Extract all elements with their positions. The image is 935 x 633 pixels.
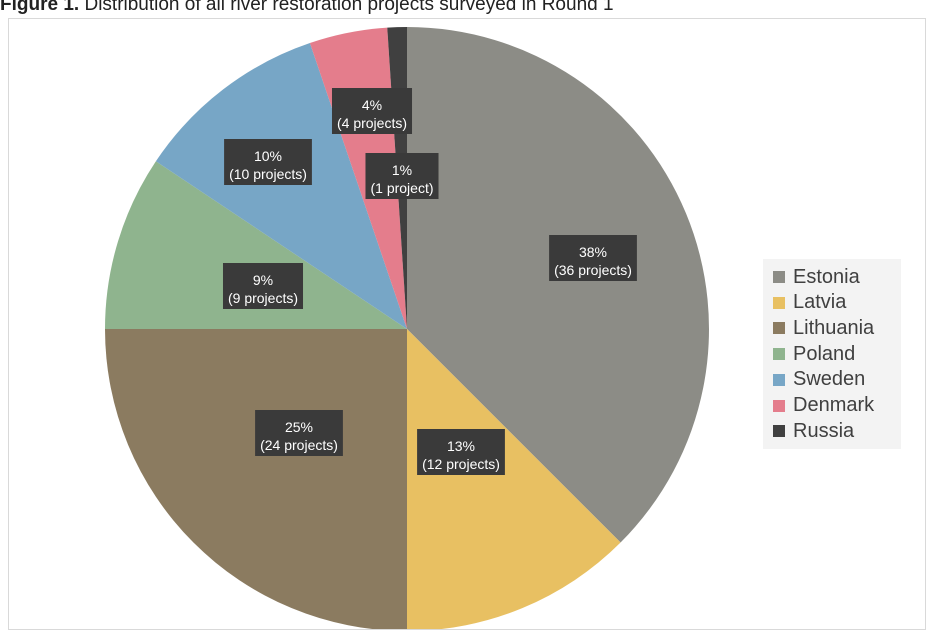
pie-chart: 38% (36 projects) 13% (12 projects) 25% (24 p… (105, 27, 709, 629)
data-label-lithuania: 25% (24 projects) (255, 410, 343, 456)
data-label-estonia: 38% (36 projects) (549, 235, 637, 281)
chart-legend: Estonia Latvia Lithuania Poland Sweden Denmar… (763, 259, 901, 449)
legend-swatch (773, 271, 785, 283)
legend-label: Estonia (793, 265, 860, 288)
data-label-background (331, 88, 413, 134)
legend-label: Poland (793, 342, 856, 365)
data-label-background (365, 153, 439, 199)
data-label-background (224, 139, 312, 185)
data-label-count: (24 projects) (260, 437, 338, 453)
pie-slice-poland (105, 161, 407, 329)
legend-label: Sweden (793, 368, 866, 391)
data-label-count: (1 project) (370, 180, 433, 196)
data-label-percent: 9% (253, 272, 273, 288)
data-label-percent: 1% (392, 162, 412, 178)
data-label-russia: 1% (1 project) (365, 153, 439, 199)
pie-slice-estonia (407, 27, 709, 543)
legend-swatch (773, 322, 785, 335)
legend-label: Denmark (793, 394, 875, 416)
legend-swatch (773, 425, 785, 438)
legend-swatch (773, 373, 785, 386)
data-label-percent: 10% (254, 148, 282, 164)
figure-caption-text: Distribution of all river restoration pr… (79, 0, 614, 15)
pie-slice-sweden (155, 43, 407, 329)
data-label-count: (36 projects) (554, 262, 632, 278)
legend-item-sweden: Sweden (773, 368, 865, 392)
legend-swatch (773, 399, 785, 412)
chart-area: 38% (36 projects) 13% (12 projects) 25% (24 p… (8, 18, 926, 630)
data-label-percent: 25% (285, 419, 313, 435)
data-label-count: (10 projects) (229, 166, 307, 182)
data-label-percent: 13% (447, 438, 475, 454)
data-label-sweden: 10% (10 projects) (224, 139, 312, 185)
figure-caption: Figure 1. Distribution of all river rest… (0, 0, 935, 16)
legend-item-russia: Russia (773, 419, 854, 443)
data-label-background (417, 429, 505, 475)
data-label-count: (4 projects) (337, 115, 407, 131)
legend-item-lithuania: Lithuania (773, 316, 874, 340)
data-label-background (255, 410, 343, 456)
data-label-background (549, 235, 637, 281)
data-label-latvia: 13% (12 projects) (417, 429, 505, 475)
data-label-denmark: 4% (4 projects) (331, 88, 413, 134)
data-label-percent: 38% (579, 244, 607, 260)
data-label-count: (12 projects) (422, 456, 500, 472)
data-label-background (222, 263, 304, 309)
legend-swatch (773, 348, 785, 361)
data-label-poland: 9% (9 projects) (222, 263, 304, 309)
data-label-percent: 4% (362, 97, 382, 113)
legend-swatch (773, 296, 785, 309)
legend-label: Lithuania (793, 316, 875, 339)
legend-item-estonia: Estonia (773, 265, 860, 289)
legend-label: Latvia (793, 291, 847, 314)
data-label-count: (9 projects) (228, 290, 298, 306)
legend-item-denmark: Denmark (773, 394, 874, 418)
legend-item-latvia: Latvia (773, 291, 846, 315)
legend-item-poland: Poland (773, 342, 855, 366)
figure-caption-number: Figure 1. (0, 0, 80, 15)
pie-slice-latvia (407, 329, 621, 629)
legend-label: Russia (793, 419, 855, 442)
pie-slice-lithuania (105, 329, 407, 629)
